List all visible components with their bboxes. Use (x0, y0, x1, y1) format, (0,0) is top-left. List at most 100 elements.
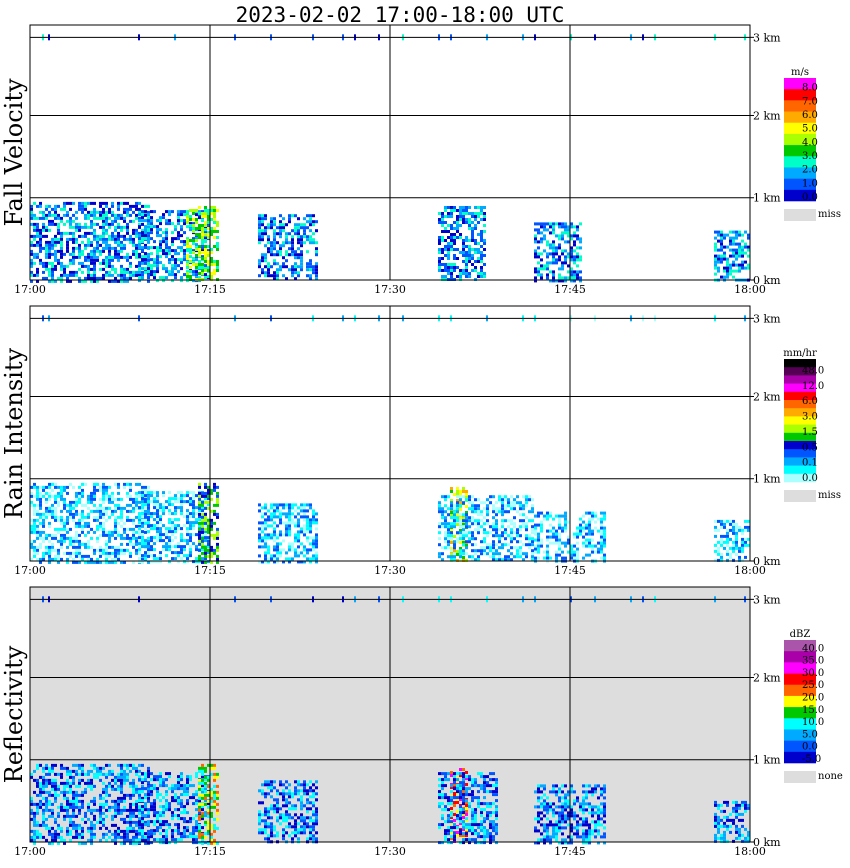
echo-cell (192, 500, 195, 504)
echo-cell (588, 532, 591, 536)
echo-cell (180, 811, 183, 815)
echo-cell (153, 512, 156, 516)
echo-cell (141, 814, 144, 818)
echo-cell (720, 558, 723, 562)
echo-cell (87, 778, 90, 782)
echo-cell (147, 234, 150, 238)
echo-cell (216, 209, 219, 212)
echo-cell (81, 270, 84, 274)
echo-cell (177, 808, 180, 812)
echo-cell (207, 497, 210, 501)
echo-cell (450, 239, 453, 242)
echo-cell (147, 772, 150, 776)
echo-cell (258, 214, 261, 218)
echo-cell (42, 521, 45, 525)
echo-cell (114, 237, 117, 241)
echo-cell (36, 225, 39, 229)
echo-cell (444, 516, 447, 520)
echo-cell (195, 276, 198, 280)
echo-cell (306, 536, 309, 540)
echo-cell (312, 238, 315, 242)
echo-cell (315, 229, 318, 233)
echo-cell (735, 546, 738, 550)
echo-cell (300, 509, 303, 513)
echo-cell (174, 261, 177, 265)
echo-cell (270, 503, 273, 507)
echo-cell (63, 222, 66, 226)
echo-cell (42, 488, 45, 492)
echo-cell (459, 233, 462, 236)
echo-cell (450, 558, 453, 562)
echo-cell (75, 826, 78, 830)
echo-cell (126, 267, 129, 271)
echo-cell (126, 533, 129, 537)
echo-cell (60, 249, 63, 253)
echo-cell (159, 255, 162, 259)
echo-cell (132, 518, 135, 522)
echo-cell (531, 528, 534, 532)
echo-cell (105, 240, 108, 244)
echo-cell (90, 222, 93, 226)
echo-cell (93, 482, 96, 486)
echo-cell (555, 550, 558, 554)
echo-cell (66, 201, 69, 205)
echo-cell (105, 787, 108, 791)
echo-cell (264, 521, 267, 525)
echo-cell (147, 273, 150, 277)
echo-cell (171, 264, 174, 268)
echo-cell (315, 527, 318, 531)
echo-cell (114, 548, 117, 552)
echo-cell (576, 541, 579, 545)
echo-cell (471, 230, 474, 233)
echo-cell (90, 255, 93, 259)
echo-cell (564, 222, 567, 226)
echo-cell (198, 805, 201, 809)
echo-cell (102, 261, 105, 265)
echo-cell (177, 219, 180, 223)
echo-cell (216, 545, 219, 549)
echo-cell (45, 264, 48, 268)
echo-cell (738, 233, 741, 237)
echo-cell (156, 231, 159, 235)
echo-cell (741, 540, 744, 544)
echo-cell (105, 533, 108, 537)
colorbar-label: 0.1 (802, 458, 818, 469)
echo-cell (60, 808, 63, 812)
echo-cell (105, 802, 108, 806)
echo-cell (528, 495, 531, 499)
echo-cell (93, 784, 96, 788)
echo-cell (93, 273, 96, 277)
echo-cell (105, 491, 108, 495)
echo-cell (531, 504, 534, 508)
echo-cell (501, 510, 504, 514)
echo-cell (42, 234, 45, 238)
echo-cell (51, 778, 54, 782)
echo-cell (309, 235, 312, 239)
echo-cell (60, 243, 63, 247)
colorbar-swatch (784, 89, 816, 101)
echo-cell (138, 216, 141, 220)
echo-cell (54, 772, 57, 776)
echo-cell (48, 512, 51, 516)
echo-cell (543, 225, 546, 229)
echo-cell (555, 541, 558, 545)
echo-cell (210, 518, 213, 522)
echo-cell (549, 243, 552, 247)
echo-cell (441, 516, 444, 520)
echo-cell (180, 512, 183, 516)
echo-cell (576, 526, 579, 530)
echo-cell (603, 556, 606, 560)
echo-cell (30, 772, 33, 776)
echo-cell (294, 265, 297, 269)
echo-cell (534, 237, 537, 241)
echo-cell (150, 772, 153, 776)
echo-cell (147, 231, 150, 235)
echo-cell (570, 553, 573, 557)
echo-cell (105, 222, 108, 226)
echo-cell (105, 237, 108, 241)
echo-cell (87, 784, 90, 788)
echo-cell (102, 500, 105, 504)
echo-cell (39, 542, 42, 546)
echo-cell (99, 808, 102, 812)
echo-cell (555, 529, 558, 533)
